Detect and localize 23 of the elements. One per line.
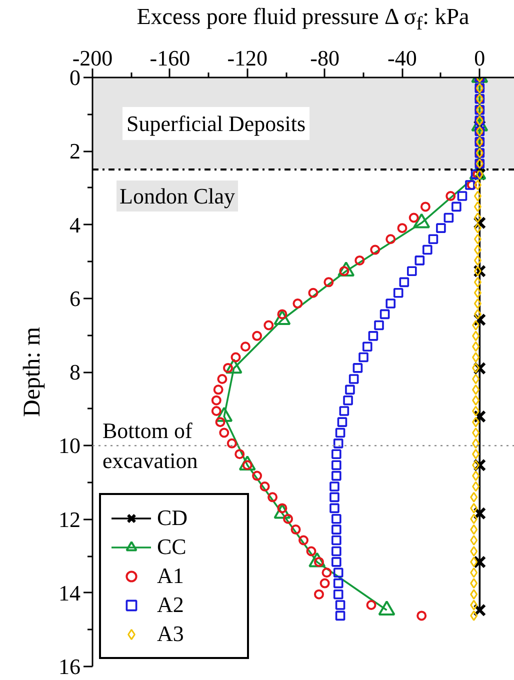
legend-label: A2	[157, 592, 185, 618]
y-tick-label: 8	[70, 360, 80, 384]
legend-label: A3	[157, 621, 185, 647]
ref-line-label: London Clay	[120, 184, 235, 209]
x-tick-label: -120	[227, 46, 268, 70]
legend-label: A1	[157, 563, 185, 589]
x-axis-title: Excess pore fluid pressure Δ σ$_{f}$: kPa	[136, 3, 470, 37]
y-axis-title: Depth: m	[20, 326, 46, 417]
y-tick-label: 2	[70, 138, 80, 164]
y-tick-label: 12	[58, 506, 80, 532]
y-tick-label: 16	[58, 654, 80, 679]
x-tick-label: 0	[474, 46, 486, 70]
x-tick-label: -40	[388, 46, 417, 70]
band-label: Superficial Deposits	[126, 111, 306, 136]
legend-label: CD	[157, 505, 189, 531]
legend-label: CC	[157, 534, 188, 560]
y-tick-label: 6	[70, 286, 80, 311]
x-tick-label: -160	[150, 46, 190, 70]
y-tick-label: 4	[70, 212, 80, 238]
y-tick-label: 10	[58, 433, 80, 458]
ref-line-label: Bottom of excavation	[102, 418, 198, 474]
y-tick-label: 14	[58, 580, 80, 606]
x-tick-label: -80	[310, 46, 340, 70]
